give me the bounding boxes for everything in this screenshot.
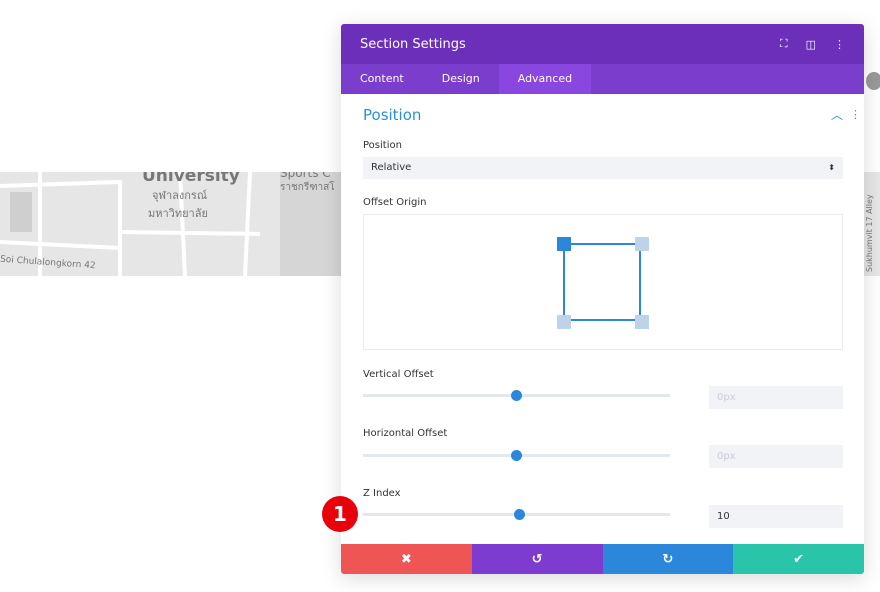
map-background: University จุฬาลงกรณ์ มหาวิทยาลัย Sports… [0,172,341,276]
vertical-offset-label: Vertical Offset [363,369,434,380]
save-button[interactable]: ✔ [733,544,864,574]
redo-button[interactable]: ↻ [602,544,734,574]
tab-design[interactable]: Design [441,72,480,85]
z-index-input[interactable]: 10 [709,505,843,528]
origin-top-right[interactable] [635,237,649,251]
section-settings-modal: Section Settings ⛶ ◫ ⋮ Content Design Ad… [341,24,864,574]
section-title[interactable]: Position [363,106,422,124]
horizontal-offset-slider[interactable] [363,450,670,461]
z-index-label: Z Index [363,488,401,499]
map-label: มหาวิทยาลัย [148,207,208,220]
origin-bottom-left[interactable] [557,315,571,329]
origin-top-left[interactable] [557,237,571,251]
split-view-icon[interactable]: ◫ [805,37,816,51]
section-more-icon[interactable]: ⋮ [850,108,861,121]
origin-box [563,243,641,321]
tab-content[interactable]: Content [360,72,404,85]
map-background-right [864,172,880,276]
map-label: จุฬาลงกรณ์ [152,189,208,202]
z-index-slider[interactable] [363,509,670,520]
horizontal-offset-input[interactable]: 0px [709,445,843,468]
select-arrows-icon: ⬍ [828,163,835,172]
slider-thumb[interactable] [514,509,525,520]
slider-thumb[interactable] [511,450,522,461]
modal-footer: ✖ ↺ ↻ ✔ [341,544,864,574]
slider-thumb[interactable] [511,390,522,401]
modal-header: Section Settings ⛶ ◫ ⋮ [341,24,864,64]
offset-origin-label: Offset Origin [363,197,427,208]
map-label: Sukhumvit 17 Alley [865,194,874,272]
collapse-chevron-icon[interactable]: ︿ [831,108,844,122]
position-select[interactable]: Relative ⬍ [363,157,843,179]
vertical-offset-slider[interactable] [363,390,670,401]
offset-origin-picker [363,214,843,350]
undo-button[interactable]: ↺ [471,544,603,574]
horizontal-offset-label: Horizontal Offset [363,428,448,439]
modal-title: Section Settings [360,36,466,52]
origin-bottom-right[interactable] [635,315,649,329]
vertical-offset-input[interactable]: 0px [709,386,843,409]
map-label: ราชกรีฑาสโ [280,182,335,193]
cancel-button[interactable]: ✖ [341,544,472,574]
tab-advanced[interactable]: Advanced [498,64,592,94]
map-streets [0,172,341,276]
map-label: University [142,172,240,186]
map-globe-icon[interactable] [864,70,880,92]
fullscreen-icon[interactable]: ⛶ [779,37,788,50]
position-label: Position [363,140,402,151]
tab-bar: Content Design Advanced [341,64,864,94]
position-value: Relative [371,162,412,173]
more-vertical-icon[interactable]: ⋮ [834,37,845,51]
map-label: Sports C [280,172,331,180]
step-badge: 1 [322,496,358,532]
